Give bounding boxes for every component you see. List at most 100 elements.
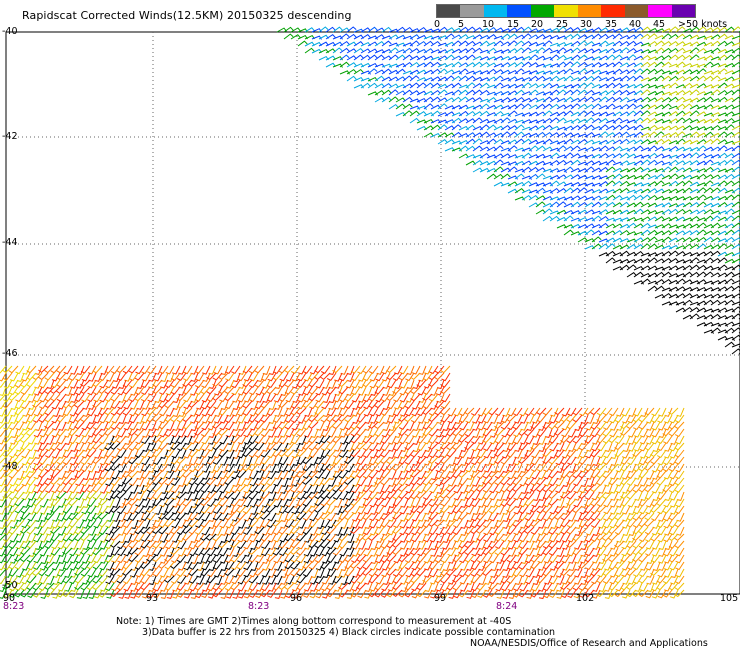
wind-barb: [731, 327, 740, 334]
wind-barb: [640, 96, 651, 103]
wind-barb: [633, 271, 644, 278]
wind-barb: [104, 386, 115, 395]
wind-barb: [278, 400, 289, 409]
wind-barb: [731, 264, 740, 271]
wind-barb: [267, 379, 277, 389]
wind-barb: [633, 244, 644, 250]
wind-barb: [409, 75, 420, 82]
wind-barb: [172, 393, 181, 403]
wind-barb: [314, 407, 325, 416]
wind-barb: [297, 40, 308, 47]
wind-barb: [577, 209, 588, 215]
wind-barb: [458, 55, 469, 61]
wind-barb: [591, 210, 602, 215]
wind-barb: [368, 365, 379, 374]
wind-barb: [326, 533, 337, 542]
wind-barb: [640, 83, 651, 89]
wind-barb: [290, 365, 301, 374]
wind-barb: [682, 34, 693, 40]
wind-barb: [416, 69, 427, 75]
wind-barb: [374, 34, 385, 40]
wind-barb: [633, 407, 643, 417]
wind-barb: [395, 76, 406, 82]
wind-barb: [647, 97, 658, 103]
wind-barb: [92, 484, 103, 493]
wind-barb: [598, 215, 609, 222]
wind-barb: [703, 329, 714, 334]
wind-barb: [710, 124, 721, 131]
wind-barb: [430, 110, 441, 117]
wind-barb: [500, 153, 511, 159]
wind-barb: [563, 215, 574, 222]
wind-barb: [493, 138, 504, 145]
wind-barb: [44, 365, 55, 374]
wind-barb: [731, 26, 740, 33]
wind-barb: [612, 131, 623, 138]
wind-barb: [392, 547, 403, 556]
wind-barb: [479, 49, 490, 54]
wind-barb: [647, 131, 658, 138]
wind-barb: [682, 230, 693, 236]
wind-barb: [689, 104, 700, 110]
wind-barb: [605, 201, 616, 208]
wind-barb: [654, 180, 665, 187]
wind-barb: [661, 147, 672, 152]
wind-barb: [570, 61, 581, 68]
wind-barb: [206, 386, 217, 395]
wind-barb: [647, 68, 658, 75]
wind-barb: [479, 146, 490, 152]
wind-barb: [62, 400, 73, 409]
wind-barb: [638, 547, 649, 556]
wind-barb: [296, 407, 307, 416]
wind-barb: [346, 55, 357, 61]
wind-barb: [710, 222, 721, 229]
wind-barb: [549, 201, 560, 208]
wind-barb: [542, 82, 553, 89]
wind-barb: [577, 237, 588, 243]
wind-barb: [566, 526, 577, 535]
wind-barb: [332, 47, 343, 54]
wind-barb: [663, 414, 673, 424]
wind-barb: [598, 131, 609, 138]
wind-barb: [8, 393, 19, 402]
wind-barb: [278, 379, 289, 388]
wind-barb: [283, 33, 294, 40]
wind-barb: [513, 407, 523, 417]
wind-barb: [479, 131, 490, 138]
wind-barb: [486, 138, 497, 145]
wind-barb: [521, 180, 532, 187]
wind-barb: [104, 393, 115, 402]
wind-barb: [0, 393, 7, 402]
wind-barb: [285, 407, 295, 417]
wind-barb: [237, 393, 247, 403]
wind-barb: [116, 421, 127, 430]
wind-barb: [290, 400, 301, 409]
wind-barb: [703, 70, 714, 75]
wind-barb: [626, 264, 637, 271]
wind-barb: [591, 48, 602, 54]
wind-barb: [374, 83, 385, 89]
wind-barb: [549, 117, 560, 124]
wind-barb: [560, 463, 571, 472]
wind-barb: [605, 223, 616, 229]
wind-barb: [724, 341, 735, 348]
wind-barb: [668, 118, 679, 124]
wind-barb: [409, 82, 420, 89]
wind-barb: [8, 365, 19, 374]
wind-barb: [332, 421, 343, 430]
wind-barb: [398, 414, 409, 423]
legend-label: 35: [605, 19, 618, 30]
wind-barb: [661, 139, 672, 145]
wind-barb: [555, 414, 565, 424]
lat-lon-grid: [6, 32, 740, 594]
wind-barb: [514, 173, 525, 180]
wind-barb: [482, 407, 493, 416]
wind-barb: [710, 327, 721, 334]
wind-barb: [422, 400, 433, 409]
wind-barb: [444, 75, 455, 82]
wind-barb: [232, 372, 241, 383]
wind-barb: [128, 393, 139, 403]
wind-barb: [380, 407, 391, 416]
wind-barb: [591, 103, 602, 110]
wind-barb: [521, 26, 532, 33]
